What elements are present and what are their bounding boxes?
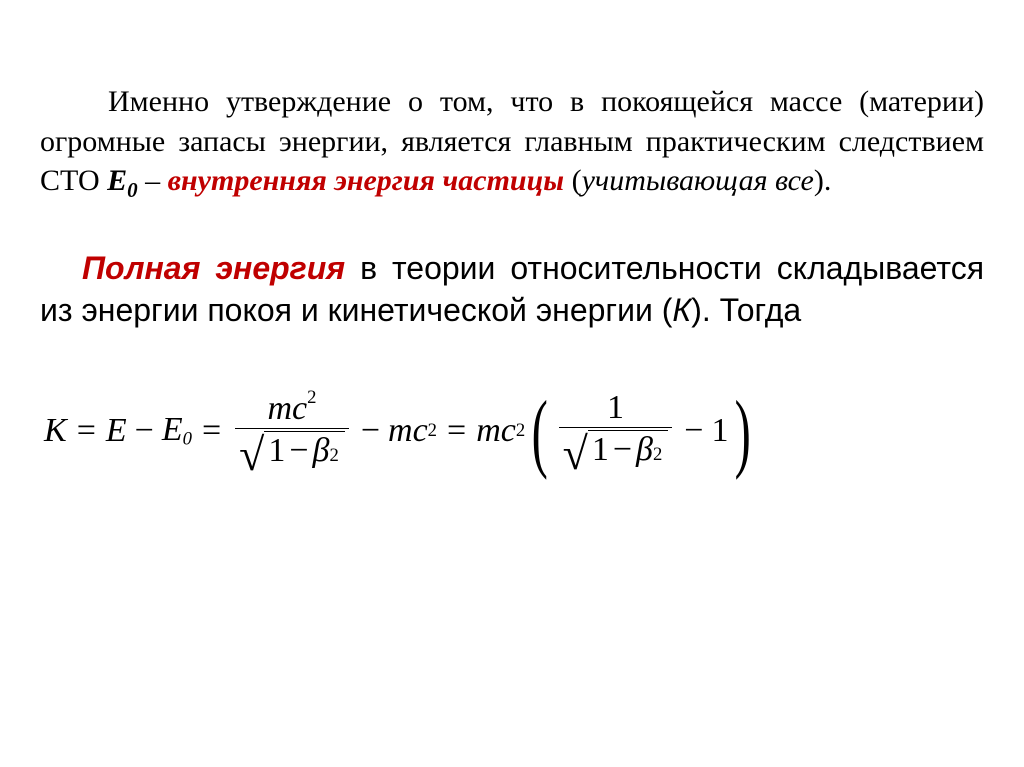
eq-frac2-den: √ 1 − β2 xyxy=(559,428,673,471)
eq-E0: E0 xyxy=(162,411,192,451)
eq-c-3: c xyxy=(501,412,516,450)
p1-dash: – xyxy=(145,164,168,197)
radical-icon-2: √ xyxy=(563,433,588,474)
symbol-e0-sub: 0 xyxy=(127,178,138,202)
eq-sqrt-2: √ 1 − β2 xyxy=(563,430,669,471)
radical-icon: √ xyxy=(239,434,264,475)
p1-close-paren: ). xyxy=(814,164,832,197)
symbol-K-text: К xyxy=(672,292,691,328)
eq-E: E xyxy=(106,412,127,450)
eq-m-3: m xyxy=(476,412,501,450)
p2-tail: ). Тогда xyxy=(691,292,801,328)
eq-m-1: m xyxy=(267,390,292,427)
eq-beta-sq-2: 2 xyxy=(653,446,662,465)
eq-minus-1: − xyxy=(127,412,162,450)
eq-minus-3: − xyxy=(676,412,711,450)
p2-red-term: Полная энергия xyxy=(82,250,345,286)
eq-E0-sub: 0 xyxy=(183,429,192,450)
eq-radicand-2: 1 − β2 xyxy=(588,430,668,471)
symbol-e0-base: E xyxy=(107,164,127,197)
eq-minus-r1: − xyxy=(285,434,312,468)
eq-one-1: 1 xyxy=(268,434,285,468)
eq-frac-2: 1 √ 1 − β2 xyxy=(555,391,677,471)
eq-one-2: 1 xyxy=(592,433,609,467)
eq-beta-2: β xyxy=(636,433,653,467)
eq-frac-1: mc2 √ 1 − β2 xyxy=(231,389,353,472)
page: Именно утверждение о том, что в покоящей… xyxy=(0,0,1024,473)
eq-beta-sq-1: 2 xyxy=(329,447,338,466)
eq-frac1-num: mc2 xyxy=(263,389,320,428)
equation: K = E − E0 = mc2 √ 1 − β2 xyxy=(40,389,984,472)
eq-c-sq-1: 2 xyxy=(307,387,316,408)
eq-sign-1: = xyxy=(67,412,106,450)
paren-open-icon: ( xyxy=(532,393,548,473)
eq-one-3: 1 xyxy=(711,412,728,450)
eq-radicand-1: 1 − β2 xyxy=(264,431,344,472)
eq-frac2-num: 1 xyxy=(603,391,628,427)
p1-italic-note: учитывающая все xyxy=(582,164,814,197)
symbol-e0: E0 xyxy=(107,164,145,197)
eq-E0-base: E xyxy=(162,411,183,448)
eq-sign-2: = xyxy=(192,412,231,450)
eq-K: K xyxy=(44,412,67,450)
eq-c-sq-3: 2 xyxy=(516,420,525,442)
eq-paren-content: 1 √ 1 − β2 − 1 xyxy=(555,391,729,471)
paren-close-icon: ) xyxy=(735,393,751,473)
eq-minus-2: − xyxy=(353,412,388,450)
eq-c-1: c xyxy=(292,390,307,427)
eq-beta-1: β xyxy=(313,434,330,468)
eq-sqrt-1: √ 1 − β2 xyxy=(239,431,345,472)
eq-m-2: m xyxy=(388,412,413,450)
eq-minus-r2: − xyxy=(609,433,636,467)
eq-frac1-den: √ 1 − β2 xyxy=(235,429,349,472)
p1-red-term: внутренняя энергия частицы xyxy=(168,164,564,197)
paragraph-1: Именно утверждение о том, что в покоящей… xyxy=(40,82,984,205)
p1-open-paren: ( xyxy=(572,164,582,197)
eq-sign-3: = xyxy=(437,412,476,450)
eq-c-2: c xyxy=(413,412,428,450)
eq-one-top: 1 xyxy=(607,389,624,426)
eq-c-sq-2: 2 xyxy=(428,420,437,442)
paragraph-2: Полная энергия в теории относительности … xyxy=(40,247,984,331)
